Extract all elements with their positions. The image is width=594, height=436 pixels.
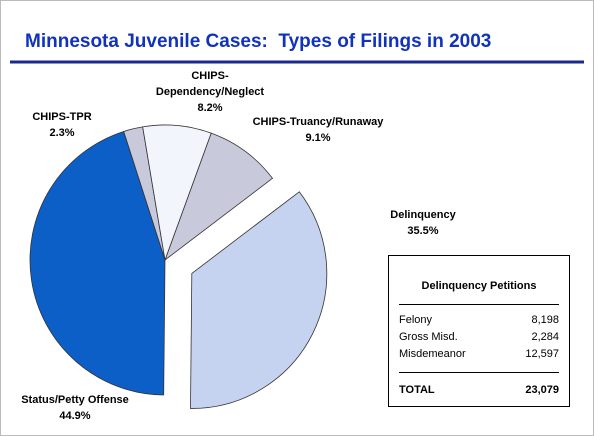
slice-label: CHIPS-TPR 2.3% bbox=[17, 109, 107, 141]
category: Status/Petty Offense bbox=[21, 394, 129, 406]
row-label: Misdemeanor bbox=[399, 348, 466, 360]
total-value: 23,079 bbox=[525, 384, 559, 396]
pie bbox=[29, 124, 328, 409]
row-label: Gross Misd. bbox=[399, 331, 458, 343]
table-title: Delinquency Petitions bbox=[421, 280, 537, 292]
percent: 9.1% bbox=[305, 132, 331, 144]
table-row: Felony 8,198 bbox=[399, 314, 559, 326]
total-row: TOTAL 23,079 bbox=[399, 384, 559, 396]
row-value: 12,597 bbox=[525, 348, 559, 360]
table-row: Gross Misd. 2,284 bbox=[399, 331, 559, 343]
row-value: 8,198 bbox=[531, 314, 559, 326]
slice-label: Status/Petty Offense 44.9% bbox=[5, 392, 145, 424]
percent: 44.9% bbox=[59, 410, 91, 422]
row-label: Felony bbox=[399, 314, 433, 326]
category: CHIPS-Dependency/Neglect bbox=[155, 70, 265, 98]
slice-label: CHIPS-Truancy/Runaway 9.1% bbox=[248, 114, 388, 146]
row-value: 2,284 bbox=[531, 331, 559, 343]
slice-label: CHIPS-Dependency/Neglect 8.2% bbox=[145, 68, 275, 116]
category: Delinquency bbox=[390, 209, 456, 221]
slice-label: Delinquency 35.5% bbox=[373, 207, 473, 239]
table: Delinquency Petitions Felony 8,198 Gross M… bbox=[388, 255, 570, 407]
rule bbox=[399, 372, 559, 373]
percent: 2.3% bbox=[49, 127, 75, 139]
slice bbox=[29, 130, 166, 396]
table-row: Misdemeanor 12,597 bbox=[399, 348, 559, 360]
slice bbox=[190, 191, 328, 409]
category: CHIPS-Truancy/Runaway bbox=[252, 116, 384, 128]
percent: 8.2% bbox=[197, 102, 223, 114]
slice bbox=[142, 124, 212, 262]
percent: 35.5% bbox=[407, 225, 439, 237]
chart-title: Minnesota Juvenile Cases: Types of Filin… bbox=[25, 31, 491, 52]
total-label: TOTAL bbox=[399, 384, 435, 396]
rule bbox=[399, 304, 559, 305]
category: CHIPS-TPR bbox=[32, 111, 92, 123]
